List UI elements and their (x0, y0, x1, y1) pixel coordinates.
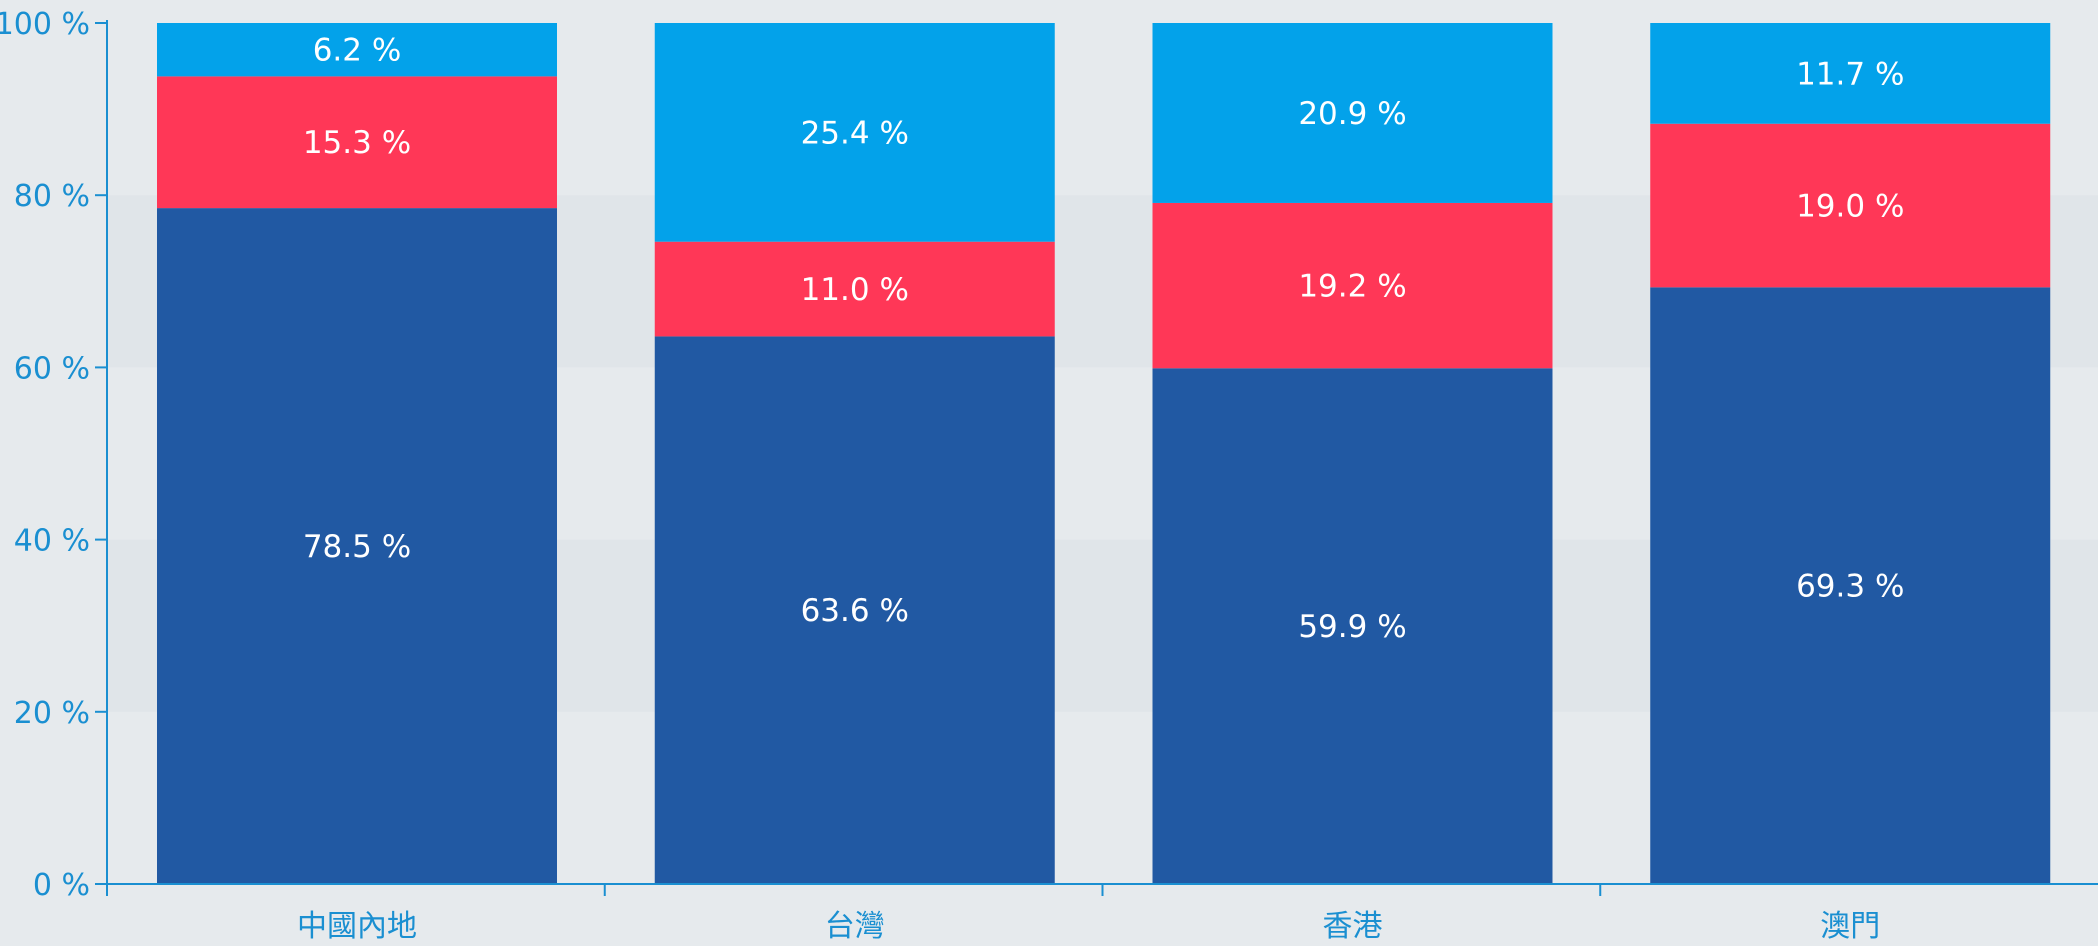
bar-segment (157, 208, 557, 885)
y-axis-ticks: 0 % 20 % 40 % 60 % 80 % 100 % (0, 7, 107, 903)
y-tick-label: 80 % (14, 179, 90, 214)
data-label: 6.2 % (313, 33, 402, 69)
x-axis-ticks: 中國內地 台灣 香港 澳門 (106, 884, 1880, 944)
bar-segment (1152, 23, 1553, 203)
y-tick-label: 60 % (14, 351, 90, 386)
bar-segment (654, 241, 1055, 337)
bar-segment (1650, 123, 2051, 288)
y-tick-label: 0 % (33, 868, 90, 903)
bar-segment (1650, 23, 2051, 124)
bar-segment (654, 336, 1055, 884)
data-label: 11.0 % (801, 272, 909, 308)
bar-segment (157, 23, 557, 77)
x-tick-label: 澳門 (1820, 909, 1880, 944)
bar-segment (1152, 368, 1553, 884)
data-label: 78.5 % (303, 529, 411, 565)
data-label: 63.6 % (801, 593, 909, 629)
bar-segment (1650, 287, 2051, 884)
y-tick-label: 20 % (14, 696, 90, 731)
x-tick-label: 中國內地 (297, 909, 417, 944)
data-label: 20.9 % (1298, 96, 1406, 132)
bar-segment (654, 23, 1055, 242)
data-label: 59.9 % (1298, 609, 1406, 645)
data-label: 11.7 % (1796, 56, 1904, 92)
y-tick-label: 100 % (0, 7, 90, 42)
data-label: 19.2 % (1298, 269, 1406, 305)
data-label: 25.4 % (801, 115, 909, 151)
bar-segment (1152, 202, 1553, 369)
y-tick-label: 40 % (14, 524, 90, 559)
data-label: 19.0 % (1796, 189, 1904, 225)
x-tick-label: 台灣 (825, 909, 885, 944)
data-labels-group: 78.5 % 15.3 % 6.2 % 63.6 % 11.0 % 25.4 % 59.9 … (303, 33, 1905, 645)
data-label: 69.3 % (1796, 569, 1904, 605)
x-tick-label: 香港 (1323, 909, 1383, 944)
data-label: 15.3 % (303, 125, 411, 161)
bar-segment (157, 76, 557, 209)
bars-group (157, 23, 2051, 885)
